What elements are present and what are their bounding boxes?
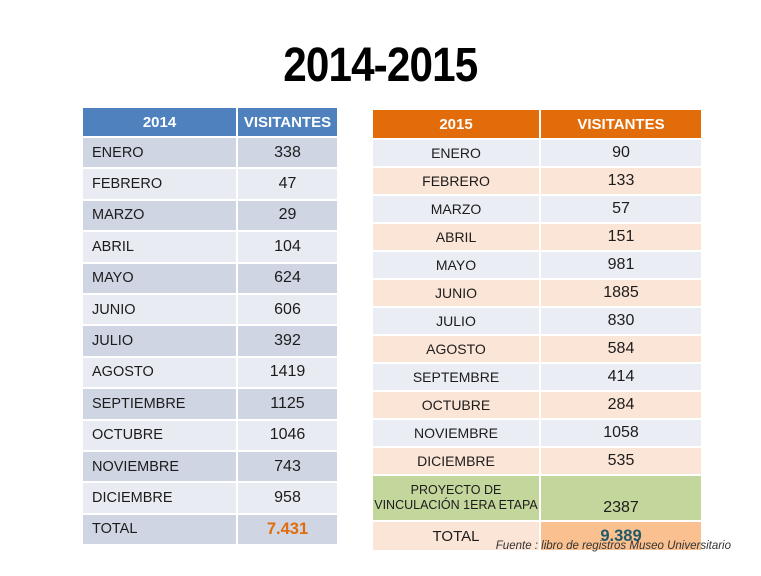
table-row: JUNIO 1885 — [373, 280, 701, 306]
table-2015: 2015 VISITANTES ENERO 90 FEBRERO 133 MARZO 57… — [371, 108, 703, 552]
project-value-cell: 2387 — [541, 476, 701, 520]
month-cell: SEPTEMBRE — [373, 364, 539, 390]
table-row: PROYECTO DE VINCULACIÓN 1ERA ETAPA 2387 — [373, 476, 701, 520]
value-cell: 414 — [541, 364, 701, 390]
month-cell: AGOSTO — [83, 357, 236, 388]
value-cell: 133 — [541, 168, 701, 194]
total-value-cell: 9.389 — [541, 522, 701, 550]
month-cell: MAYO — [373, 252, 539, 278]
month-cell: SEPTIEMBRE — [83, 389, 236, 419]
table-row: NOVIEMBRE 743 — [83, 451, 337, 482]
month-cell: NOVIEMBRE — [373, 420, 539, 446]
table-2014-header-row: 2014 VISITANTES — [83, 108, 337, 136]
value-cell: 90 — [541, 140, 701, 166]
table-row: AGOSTO 584 — [373, 336, 701, 362]
table-row: ABRIL 104 — [83, 232, 337, 262]
table-row: NOVIEMBRE 1058 — [373, 420, 701, 446]
table-row: MARZO 57 — [373, 196, 701, 222]
month-cell: MAYO — [83, 263, 236, 293]
month-cell: OCTUBRE — [373, 392, 539, 418]
value-cell: 1885 — [541, 280, 701, 306]
table-2014-visitors-header: VISITANTES — [238, 108, 337, 136]
value-cell: 57 — [541, 196, 701, 222]
month-cell: FEBRERO — [83, 169, 236, 199]
value-cell: 29 — [238, 200, 337, 231]
month-cell: ABRIL — [373, 224, 539, 250]
table-2015-year-header: 2015 — [373, 110, 539, 138]
table-2014: 2014 VISITANTES ENERO 338 FEBRERO 47 MARZO 29… — [81, 106, 339, 547]
value-cell: 624 — [238, 263, 337, 293]
month-cell: DICIEMBRE — [373, 448, 539, 474]
table-row: JULIO 830 — [373, 308, 701, 334]
table-row: OCTUBRE 284 — [373, 392, 701, 418]
value-cell: 743 — [238, 451, 337, 482]
value-cell: 151 — [541, 224, 701, 250]
month-cell: JULIO — [373, 308, 539, 334]
table-row: MARZO 29 — [83, 200, 337, 231]
value-cell: 535 — [541, 448, 701, 474]
value-cell: 284 — [541, 392, 701, 418]
table-2015-body: ENERO 90 FEBRERO 133 MARZO 57 ABRIL 151 MAYO 981 J… — [373, 140, 701, 550]
month-cell: JULIO — [83, 326, 236, 356]
table-row: ENERO 90 — [373, 140, 701, 166]
table-row: ENERO 338 — [83, 138, 337, 168]
value-cell: 104 — [238, 232, 337, 262]
table-row: FEBRERO 133 — [373, 168, 701, 194]
table-row: SEPTIEMBRE 1125 — [83, 389, 337, 419]
table-row: FEBRERO 47 — [83, 169, 337, 199]
source-note: Fuente : libro de registros Museo Univer… — [495, 540, 731, 552]
table-row: JUNIO 606 — [83, 294, 337, 325]
value-cell: 338 — [238, 138, 337, 168]
table-2014-year-header: 2014 — [83, 108, 236, 136]
page-title-text: 2014-2015 — [283, 39, 478, 92]
table-row: MAYO 624 — [83, 263, 337, 293]
table-row: ABRIL 151 — [373, 224, 701, 250]
table-row: JULIO 392 — [83, 326, 337, 356]
month-cell: DICIEMBRE — [83, 483, 236, 513]
table-row: TOTAL 9.389 — [373, 522, 701, 550]
month-cell: FEBRERO — [373, 168, 539, 194]
table-row: AGOSTO 1419 — [83, 357, 337, 388]
value-cell: 392 — [238, 326, 337, 356]
table-row: OCTUBRE 1046 — [83, 420, 337, 450]
value-cell: 1419 — [238, 357, 337, 388]
page-title: 2014-2015 — [0, 38, 761, 93]
value-cell: 981 — [541, 252, 701, 278]
project-label-cell: PROYECTO DE VINCULACIÓN 1ERA ETAPA — [373, 476, 539, 520]
value-cell: 958 — [238, 483, 337, 513]
value-cell: 606 — [238, 294, 337, 325]
month-cell: JUNIO — [83, 294, 236, 325]
month-cell: AGOSTO — [373, 336, 539, 362]
table-2014-body: ENERO 338 FEBRERO 47 MARZO 29 ABRIL 104 MAYO 624 J… — [83, 138, 337, 545]
month-cell: ENERO — [373, 140, 539, 166]
month-cell: ABRIL — [83, 232, 236, 262]
table-row: SEPTEMBRE 414 — [373, 364, 701, 390]
table-row: TOTAL 7.431 — [83, 514, 337, 545]
month-cell: NOVIEMBRE — [83, 451, 236, 482]
month-cell: OCTUBRE — [83, 420, 236, 450]
month-cell: ENERO — [83, 138, 236, 168]
value-cell: 830 — [541, 308, 701, 334]
value-cell: 1046 — [238, 420, 337, 450]
value-cell: 47 — [238, 169, 337, 199]
total-label-cell: TOTAL — [83, 514, 236, 545]
month-cell: JUNIO — [373, 280, 539, 306]
value-cell: 1125 — [238, 389, 337, 419]
table-row: DICIEMBRE 535 — [373, 448, 701, 474]
total-value-cell: 7.431 — [238, 514, 337, 545]
total-label-cell: TOTAL — [373, 522, 539, 550]
month-cell: MARZO — [373, 196, 539, 222]
table-row: DICIEMBRE 958 — [83, 483, 337, 513]
value-cell: 1058 — [541, 420, 701, 446]
table-row: MAYO 981 — [373, 252, 701, 278]
table-2015-header-row: 2015 VISITANTES — [373, 110, 701, 138]
month-cell: MARZO — [83, 200, 236, 231]
table-2015-visitors-header: VISITANTES — [541, 110, 701, 138]
value-cell: 584 — [541, 336, 701, 362]
